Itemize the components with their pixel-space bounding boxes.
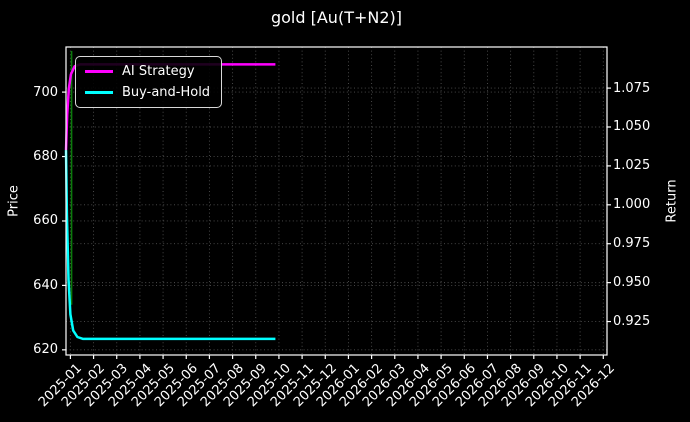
- y-tick-label-right: 0.925: [613, 314, 651, 330]
- y-tick-label-left: 620: [33, 342, 58, 358]
- buy-and-hold-line: [64, 150, 276, 341]
- y-tick-label-right: 0.950: [613, 275, 651, 291]
- y-tick-label-right: 1.050: [613, 119, 651, 135]
- y-tick-label-right: 0.975: [613, 236, 651, 252]
- plot-border: [65, 46, 608, 356]
- legend-item-ai-strategy: AI Strategy: [85, 62, 210, 80]
- legend-item-buy-and-hold: Buy-and-Hold: [85, 83, 210, 101]
- y-tick-label-right: 1.025: [613, 158, 651, 174]
- buy-and-hold-line-swatch: [85, 90, 113, 94]
- chart-title: gold [Au(T+N2)]: [270, 8, 402, 27]
- y-tick-label-right: 1.075: [613, 80, 651, 96]
- y-axis-left-title: Price: [6, 185, 22, 217]
- legend: AI Strategy Buy-and-Hold: [75, 56, 223, 108]
- legend-label-buy-and-hold: Buy-and-Hold: [122, 84, 211, 100]
- y-tick-label-left: 660: [33, 213, 58, 229]
- y-axis-right-title: Return: [664, 179, 680, 223]
- legend-label-ai-strategy: AI Strategy: [122, 63, 195, 79]
- y-tick-label-left: 680: [33, 149, 58, 165]
- ai-strategy-line-swatch: [85, 69, 113, 73]
- y-tick-label-right: 1.000: [613, 197, 651, 213]
- y-tick-label-left: 700: [33, 84, 58, 100]
- y-tick-label-left: 640: [33, 277, 58, 293]
